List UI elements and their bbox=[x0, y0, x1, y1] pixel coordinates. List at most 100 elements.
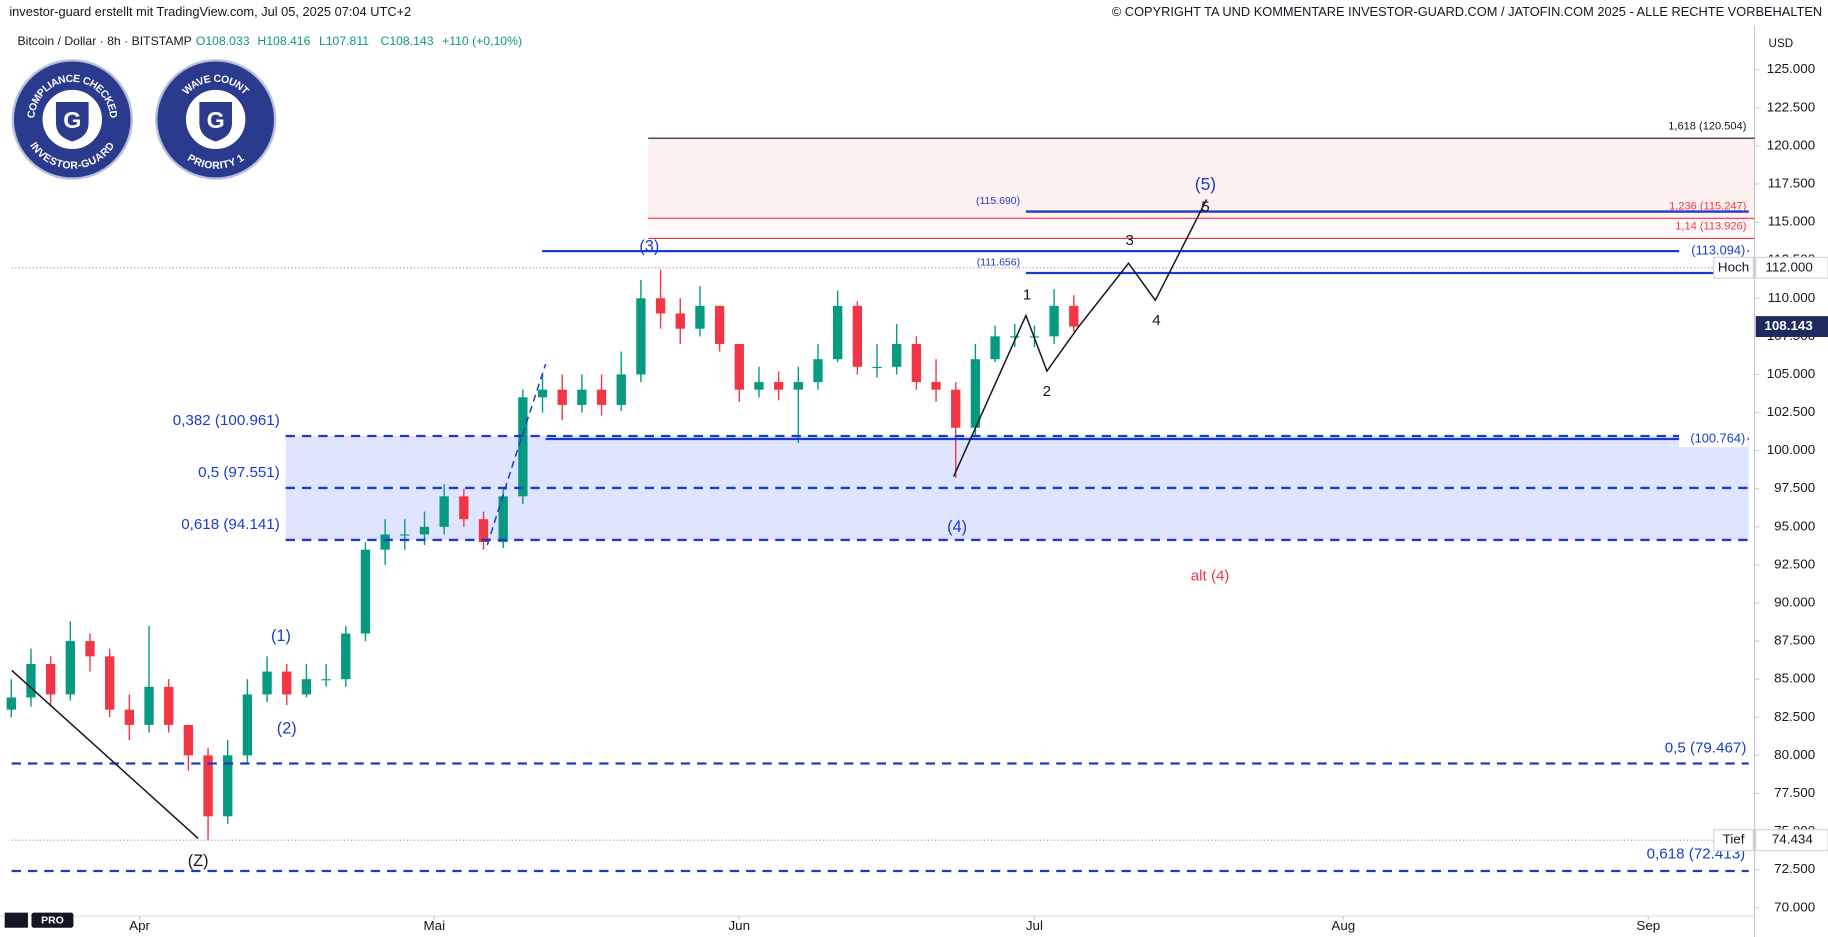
candle-body bbox=[970, 359, 981, 428]
candle-body bbox=[655, 298, 666, 314]
candle-body bbox=[164, 686, 174, 725]
shield-letter: G bbox=[207, 107, 225, 133]
candle-body bbox=[793, 382, 803, 390]
candle-body bbox=[833, 305, 843, 360]
tv-logo: PRO bbox=[4, 912, 74, 928]
candle-body bbox=[1069, 305, 1079, 327]
y-tick-label: 110.000 bbox=[1768, 290, 1815, 305]
x-tick-label: Sep bbox=[1636, 918, 1660, 933]
candle-body bbox=[65, 641, 75, 695]
y-unit: USD bbox=[1769, 37, 1794, 50]
x-tick-label: Aug bbox=[1331, 918, 1355, 933]
candle-body bbox=[695, 305, 705, 329]
y-tick-label: 115.000 bbox=[1768, 214, 1815, 229]
candle-body bbox=[616, 374, 626, 405]
level-label: 0,5 (79.467) bbox=[1665, 739, 1747, 756]
candle-body bbox=[773, 382, 784, 390]
wave-path bbox=[11, 669, 199, 839]
ohlc-label: H108.416 bbox=[257, 34, 310, 48]
wave-label: (4) bbox=[947, 518, 967, 536]
candle-body bbox=[321, 679, 331, 681]
level-label: 1,618 (120.504) bbox=[1668, 121, 1746, 133]
level-label-bg bbox=[1679, 242, 1748, 260]
logo-text: PRO bbox=[41, 916, 64, 927]
y-tick-label: 95.000 bbox=[1774, 518, 1815, 533]
candle-body bbox=[144, 686, 154, 725]
y-tick-label: 92.500 bbox=[1774, 556, 1815, 571]
candle-body bbox=[931, 382, 941, 390]
y-tick-label: 120.000 bbox=[1767, 137, 1815, 152]
y-tick-label: 82.500 bbox=[1774, 709, 1815, 724]
wave-label: 4 bbox=[1152, 312, 1160, 329]
candle-body bbox=[1049, 305, 1059, 337]
wave-path bbox=[952, 199, 1208, 477]
candle-body bbox=[852, 305, 863, 367]
y-tick-label: 87.500 bbox=[1774, 633, 1815, 648]
zone bbox=[285, 435, 1749, 540]
shield bbox=[199, 102, 232, 142]
candle-body bbox=[6, 697, 16, 710]
candle-body bbox=[478, 519, 489, 543]
price-tag-name: Tief bbox=[1723, 832, 1745, 847]
candle-body bbox=[105, 656, 115, 710]
candle-body bbox=[892, 343, 902, 367]
y-tick-label: 105.000 bbox=[1767, 366, 1815, 381]
candle-body bbox=[754, 382, 764, 390]
y-tick-label: 90.000 bbox=[1774, 595, 1815, 610]
candle-body bbox=[537, 389, 548, 398]
ohlc-label: +110 (+0,10%) bbox=[442, 34, 522, 48]
x-tick-label: Jun bbox=[728, 918, 750, 933]
ohlc-label: O108.033 bbox=[196, 34, 250, 48]
wave-label: 5 bbox=[1201, 199, 1209, 216]
candle-body bbox=[951, 389, 961, 428]
candle-body bbox=[734, 343, 744, 390]
logo-mark bbox=[4, 912, 28, 928]
candle-body bbox=[911, 343, 922, 383]
wave-label: (3) bbox=[639, 237, 659, 255]
level-label: 0,618 (94.141) bbox=[181, 516, 280, 533]
candle-body bbox=[282, 671, 292, 695]
level-label: 1,236 (115.247) bbox=[1669, 201, 1746, 213]
shield bbox=[55, 102, 89, 142]
candle-body bbox=[85, 641, 95, 657]
level-label: 0,5 (97.551) bbox=[198, 464, 280, 481]
level-label: (100.764) bbox=[1690, 430, 1745, 445]
wave-label: (Z) bbox=[188, 852, 209, 870]
candle-body bbox=[45, 663, 56, 695]
last-price-tag bbox=[1755, 316, 1828, 337]
level-label: 1,14 (113.926) bbox=[1675, 221, 1746, 233]
price-tag-bg bbox=[1755, 829, 1828, 852]
wave-label: (2) bbox=[277, 720, 297, 738]
candle-body bbox=[301, 679, 312, 695]
wave-path bbox=[486, 363, 547, 546]
level-label: (111.656) bbox=[977, 257, 1020, 268]
candle-body bbox=[518, 397, 528, 497]
x-tick-label: Mai bbox=[424, 918, 446, 933]
level-label: (113.094) bbox=[1691, 243, 1745, 258]
badges: G COMPLIANCE CHECKED INVESTOR-GUARD G WA… bbox=[11, 59, 277, 180]
candle-body bbox=[596, 389, 607, 405]
y-tick-label: 85.000 bbox=[1774, 671, 1815, 686]
candle-body bbox=[400, 534, 410, 536]
header-left: investor-guard erstellt mit TradingView.… bbox=[9, 4, 411, 19]
y-tick-label: 122.500 bbox=[1767, 99, 1815, 114]
candle-body bbox=[26, 663, 36, 698]
level-label: (115.690) bbox=[976, 196, 1020, 207]
price-tag-name: Hoch bbox=[1718, 259, 1749, 274]
candle-body bbox=[124, 709, 135, 725]
logo-box bbox=[31, 912, 74, 928]
y-tick-label: 97.500 bbox=[1774, 480, 1815, 495]
candle-body bbox=[675, 313, 685, 329]
header-right: © COPYRIGHT TA UND KOMMENTARE INVESTOR-G… bbox=[1112, 4, 1822, 19]
candle-body bbox=[262, 671, 272, 695]
wave-label: (1) bbox=[271, 627, 291, 645]
y-tick-label: 72.500 bbox=[1774, 861, 1815, 876]
candle-body bbox=[203, 755, 213, 817]
wave-label: 2 bbox=[1043, 383, 1051, 400]
zone bbox=[648, 138, 1755, 219]
candle-body bbox=[872, 366, 882, 368]
plot: 0,382 (100.961) 0,5 (97.551) 0,618 (94.141… bbox=[6, 121, 1755, 873]
x-tick-label: Apr bbox=[129, 918, 150, 933]
